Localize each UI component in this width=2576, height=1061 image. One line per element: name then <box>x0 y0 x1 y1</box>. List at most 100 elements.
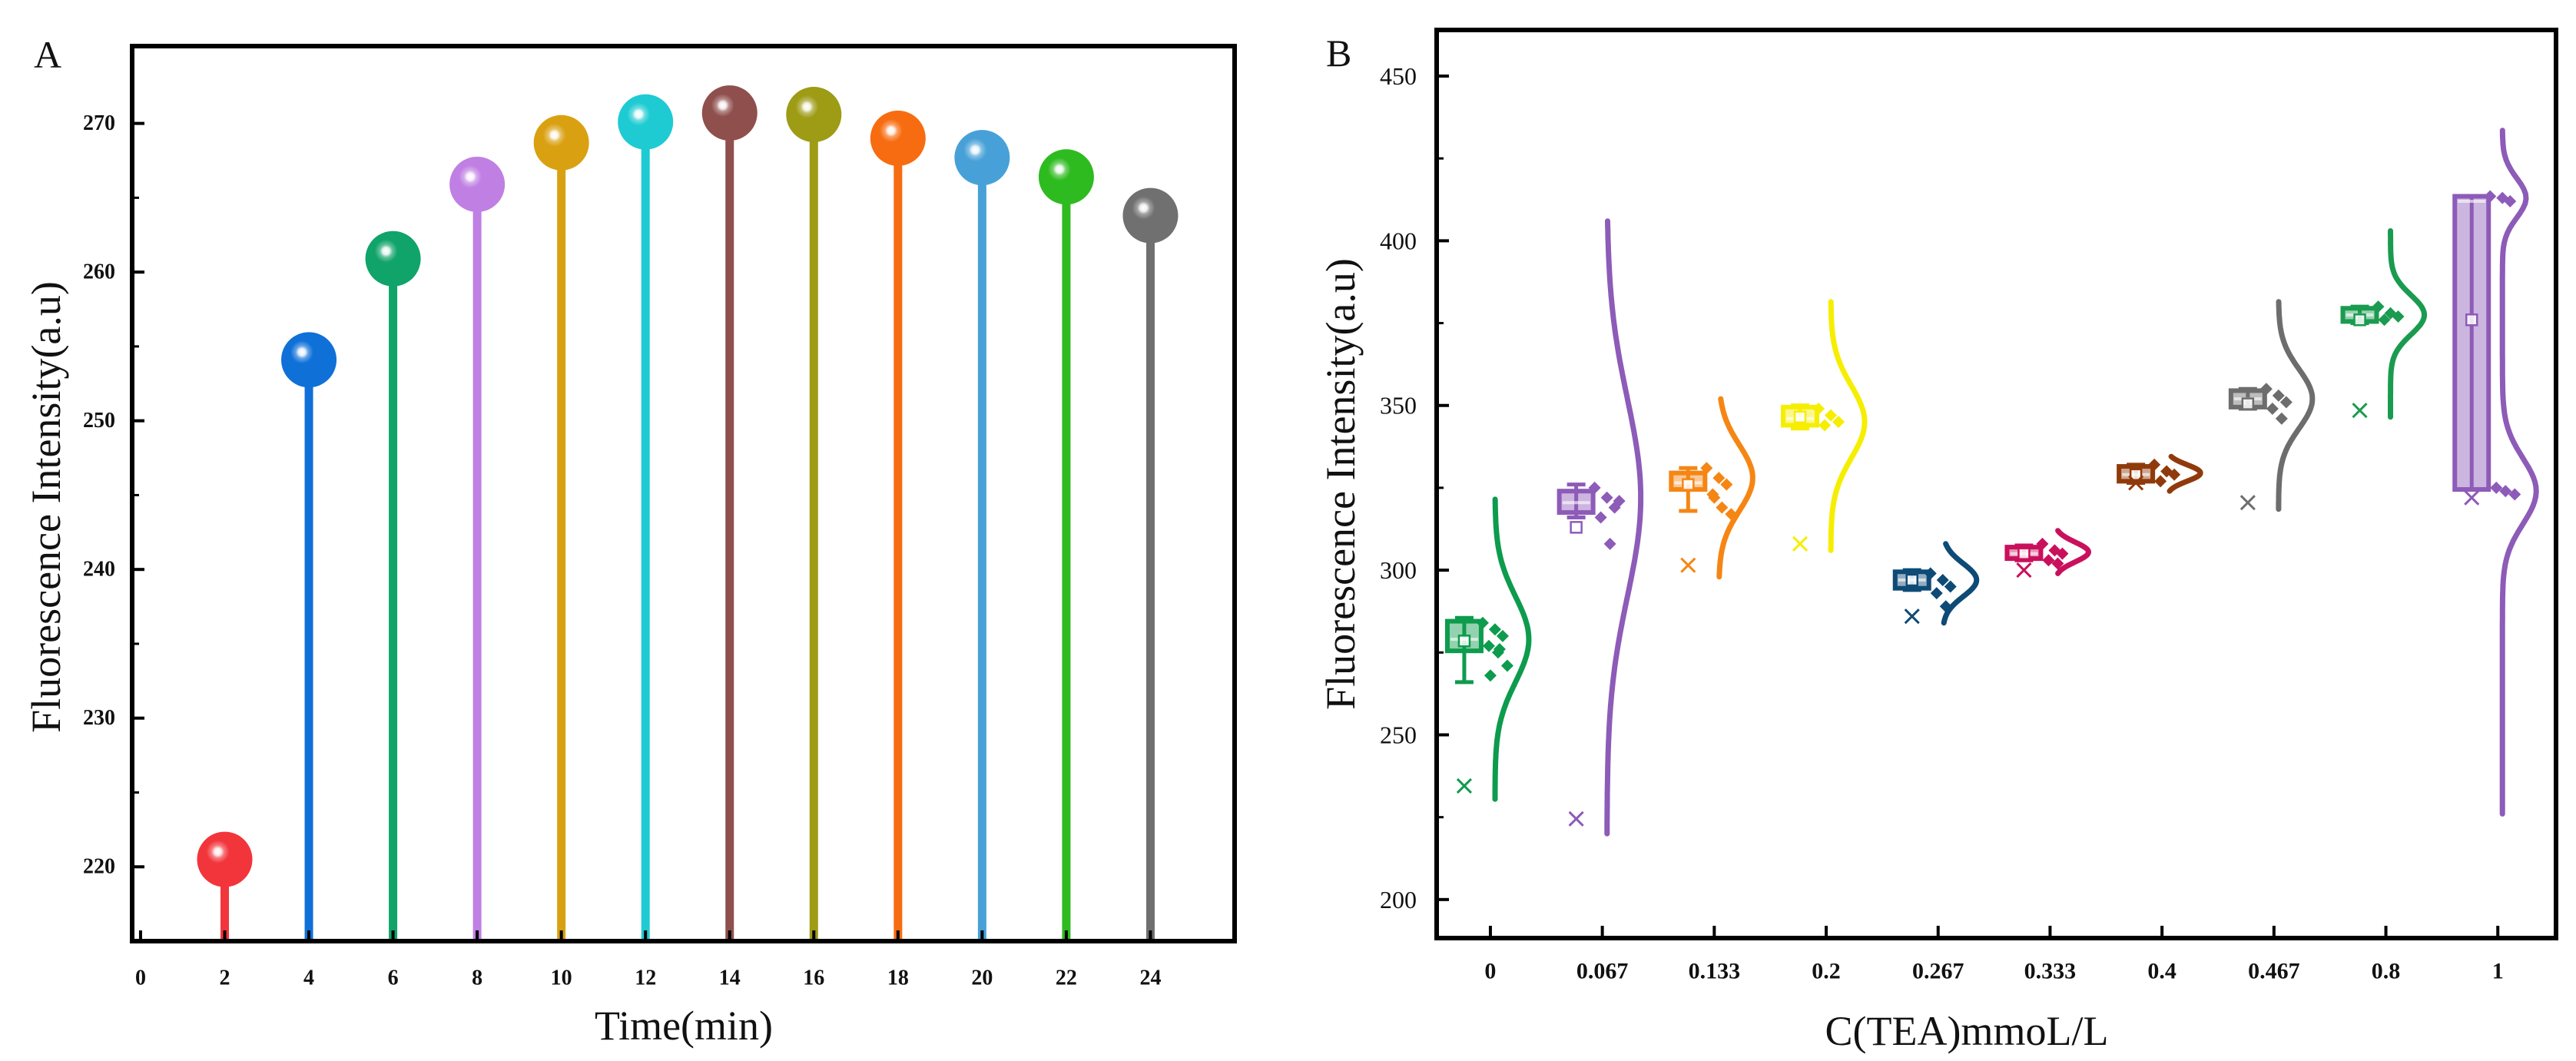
data-point-0 <box>1484 669 1497 682</box>
x-tick-label-b: 0 <box>1484 959 1496 984</box>
panel-b-half-violin-box-chart: 200 250 300 350 400 450 0 0.067 0.133 0.2 0.267 0.3… <box>1318 28 2558 1054</box>
y-tick-label-a: 250 <box>83 409 115 433</box>
data-point-0.067 <box>1603 537 1616 550</box>
data-point-0.333 <box>2051 557 2064 570</box>
data-point-0.2 <box>1832 416 1845 429</box>
x-tick-label-a: 12 <box>635 967 656 990</box>
extreme-marker-0.267 <box>1904 608 1920 625</box>
data-point-0.067 <box>1594 511 1607 524</box>
data-point-0.133 <box>1716 501 1729 514</box>
x-tick-label-a: 20 <box>971 967 993 990</box>
data-point-0.2 <box>1812 403 1825 416</box>
x-axis-title-a: Time(min) <box>595 1003 773 1049</box>
mean-marker-0.2 <box>1793 410 1807 424</box>
category-group-1 <box>2452 128 2539 817</box>
panel-letter-a: A <box>34 33 61 76</box>
x-tick-label-a: 0 <box>135 967 146 990</box>
x-tick-label-b: 0.2 <box>1812 959 1841 984</box>
lollipop-highlight-24min <box>1132 196 1155 220</box>
x-tick-label-a: 22 <box>1056 967 1077 990</box>
x-tick-label-a: 2 <box>219 967 230 990</box>
x-axis-title-b: C(TEA)mmoL/L <box>1825 1008 2109 1054</box>
y-tick-label-b: 350 <box>1380 392 1417 419</box>
data-point-0.8 <box>2378 313 2391 327</box>
data-point-0.4 <box>2154 475 2167 488</box>
x-tick-label-b: 0.267 <box>1912 959 1964 984</box>
data-point-0.333 <box>2042 554 2055 567</box>
half-violin-0.8 <box>2388 228 2427 420</box>
lollipop-highlight-20min <box>963 138 987 162</box>
y-tick-label-b: 300 <box>1380 556 1417 584</box>
x-tick-label-b: 1 <box>2492 959 2504 984</box>
panel-b-axes: 200 250 300 350 400 450 0 0.067 0.133 0.2 0.267 0.3… <box>1380 62 2504 983</box>
y-tick-label-a: 260 <box>83 260 115 284</box>
x-tick-label-a: 14 <box>719 967 741 990</box>
data-point-0 <box>1493 643 1506 656</box>
half-violin-0.467 <box>2276 299 2316 512</box>
data-point-0.467 <box>2279 396 2293 409</box>
x-tick-label-b: 0.467 <box>2248 959 2300 984</box>
data-point-0 <box>1500 659 1513 672</box>
data-point-0.067 <box>1600 491 1613 504</box>
data-point-0.4 <box>2148 458 2161 471</box>
lollipop-highlight-18min <box>879 118 903 142</box>
data-point-0.267 <box>1924 567 1937 580</box>
data-point-0.133 <box>1712 472 1726 485</box>
lollipop-highlight-12min <box>627 102 651 126</box>
y-tick-label-b: 400 <box>1380 227 1417 254</box>
y-tick-label-a: 230 <box>83 706 115 730</box>
y-tick-label-b: 250 <box>1380 721 1417 748</box>
data-point-0 <box>1496 629 1509 642</box>
data-point-1 <box>2499 485 2512 498</box>
category-group-0.067 <box>1557 218 1644 837</box>
x-tick-label-b: 0.8 <box>2372 959 2401 984</box>
y-tick-label-a: 220 <box>83 855 115 879</box>
mean-marker-1 <box>2465 313 2478 327</box>
half-violin-0.333 <box>2055 528 2091 576</box>
mean-marker-0.467 <box>2241 397 2255 410</box>
half-violin-0.133 <box>1716 396 1755 580</box>
data-point-0.333 <box>2036 537 2049 550</box>
y-tick-label-b: 200 <box>1380 886 1417 913</box>
x-tick-label-b: 0.133 <box>1689 959 1741 984</box>
x-tick-label-a: 24 <box>1139 967 1161 990</box>
data-point-0.133 <box>1708 491 1721 504</box>
data-point-0.267 <box>1930 587 1943 600</box>
mean-marker-0.267 <box>1905 573 1918 587</box>
data-point-0.8 <box>2372 300 2385 313</box>
y-axis-title-a: Fluorescence Intensity(a.u) <box>23 281 69 733</box>
y-tick-label-b: 450 <box>1380 62 1417 90</box>
data-point-1 <box>2490 481 2503 494</box>
extreme-marker-0.333 <box>2016 562 2032 579</box>
mean-marker-0.333 <box>2017 547 2031 560</box>
y-axis-title-b: Fluorescence Intensity(a.u) <box>1318 258 1364 710</box>
data-point-1 <box>2508 488 2521 501</box>
data-point-0.267 <box>1944 580 1957 593</box>
extreme-marker-0 <box>1456 778 1473 794</box>
x-tick-label-b: 0.333 <box>2024 959 2077 984</box>
mean-marker-0 <box>1457 635 1471 648</box>
x-tick-label-a: 4 <box>303 967 314 990</box>
mean-marker-0.067 <box>1570 521 1583 534</box>
extreme-marker-0.8 <box>2352 403 2368 419</box>
data-point-1 <box>2504 194 2517 207</box>
data-point-0.8 <box>2392 310 2405 323</box>
x-tick-label-a: 16 <box>803 967 824 990</box>
data-point-0.067 <box>1588 481 1601 494</box>
half-violin-0.067 <box>1604 218 1644 837</box>
lollipop-highlight-6min <box>374 239 398 263</box>
data-point-0.133 <box>1700 462 1713 475</box>
data-point-0.133 <box>1720 478 1733 491</box>
lollipop-highlight-2min <box>206 840 230 864</box>
lollipop-highlight-8min <box>459 164 482 188</box>
data-point-0.4 <box>2168 468 2181 481</box>
lollipop-highlight-22min <box>1047 157 1071 181</box>
extreme-marker-0.467 <box>2239 495 2256 511</box>
category-group-0 <box>1444 496 1532 802</box>
y-tick-label-a: 270 <box>83 111 115 135</box>
data-point-0 <box>1476 616 1489 629</box>
plot-frame-a <box>130 44 1237 943</box>
